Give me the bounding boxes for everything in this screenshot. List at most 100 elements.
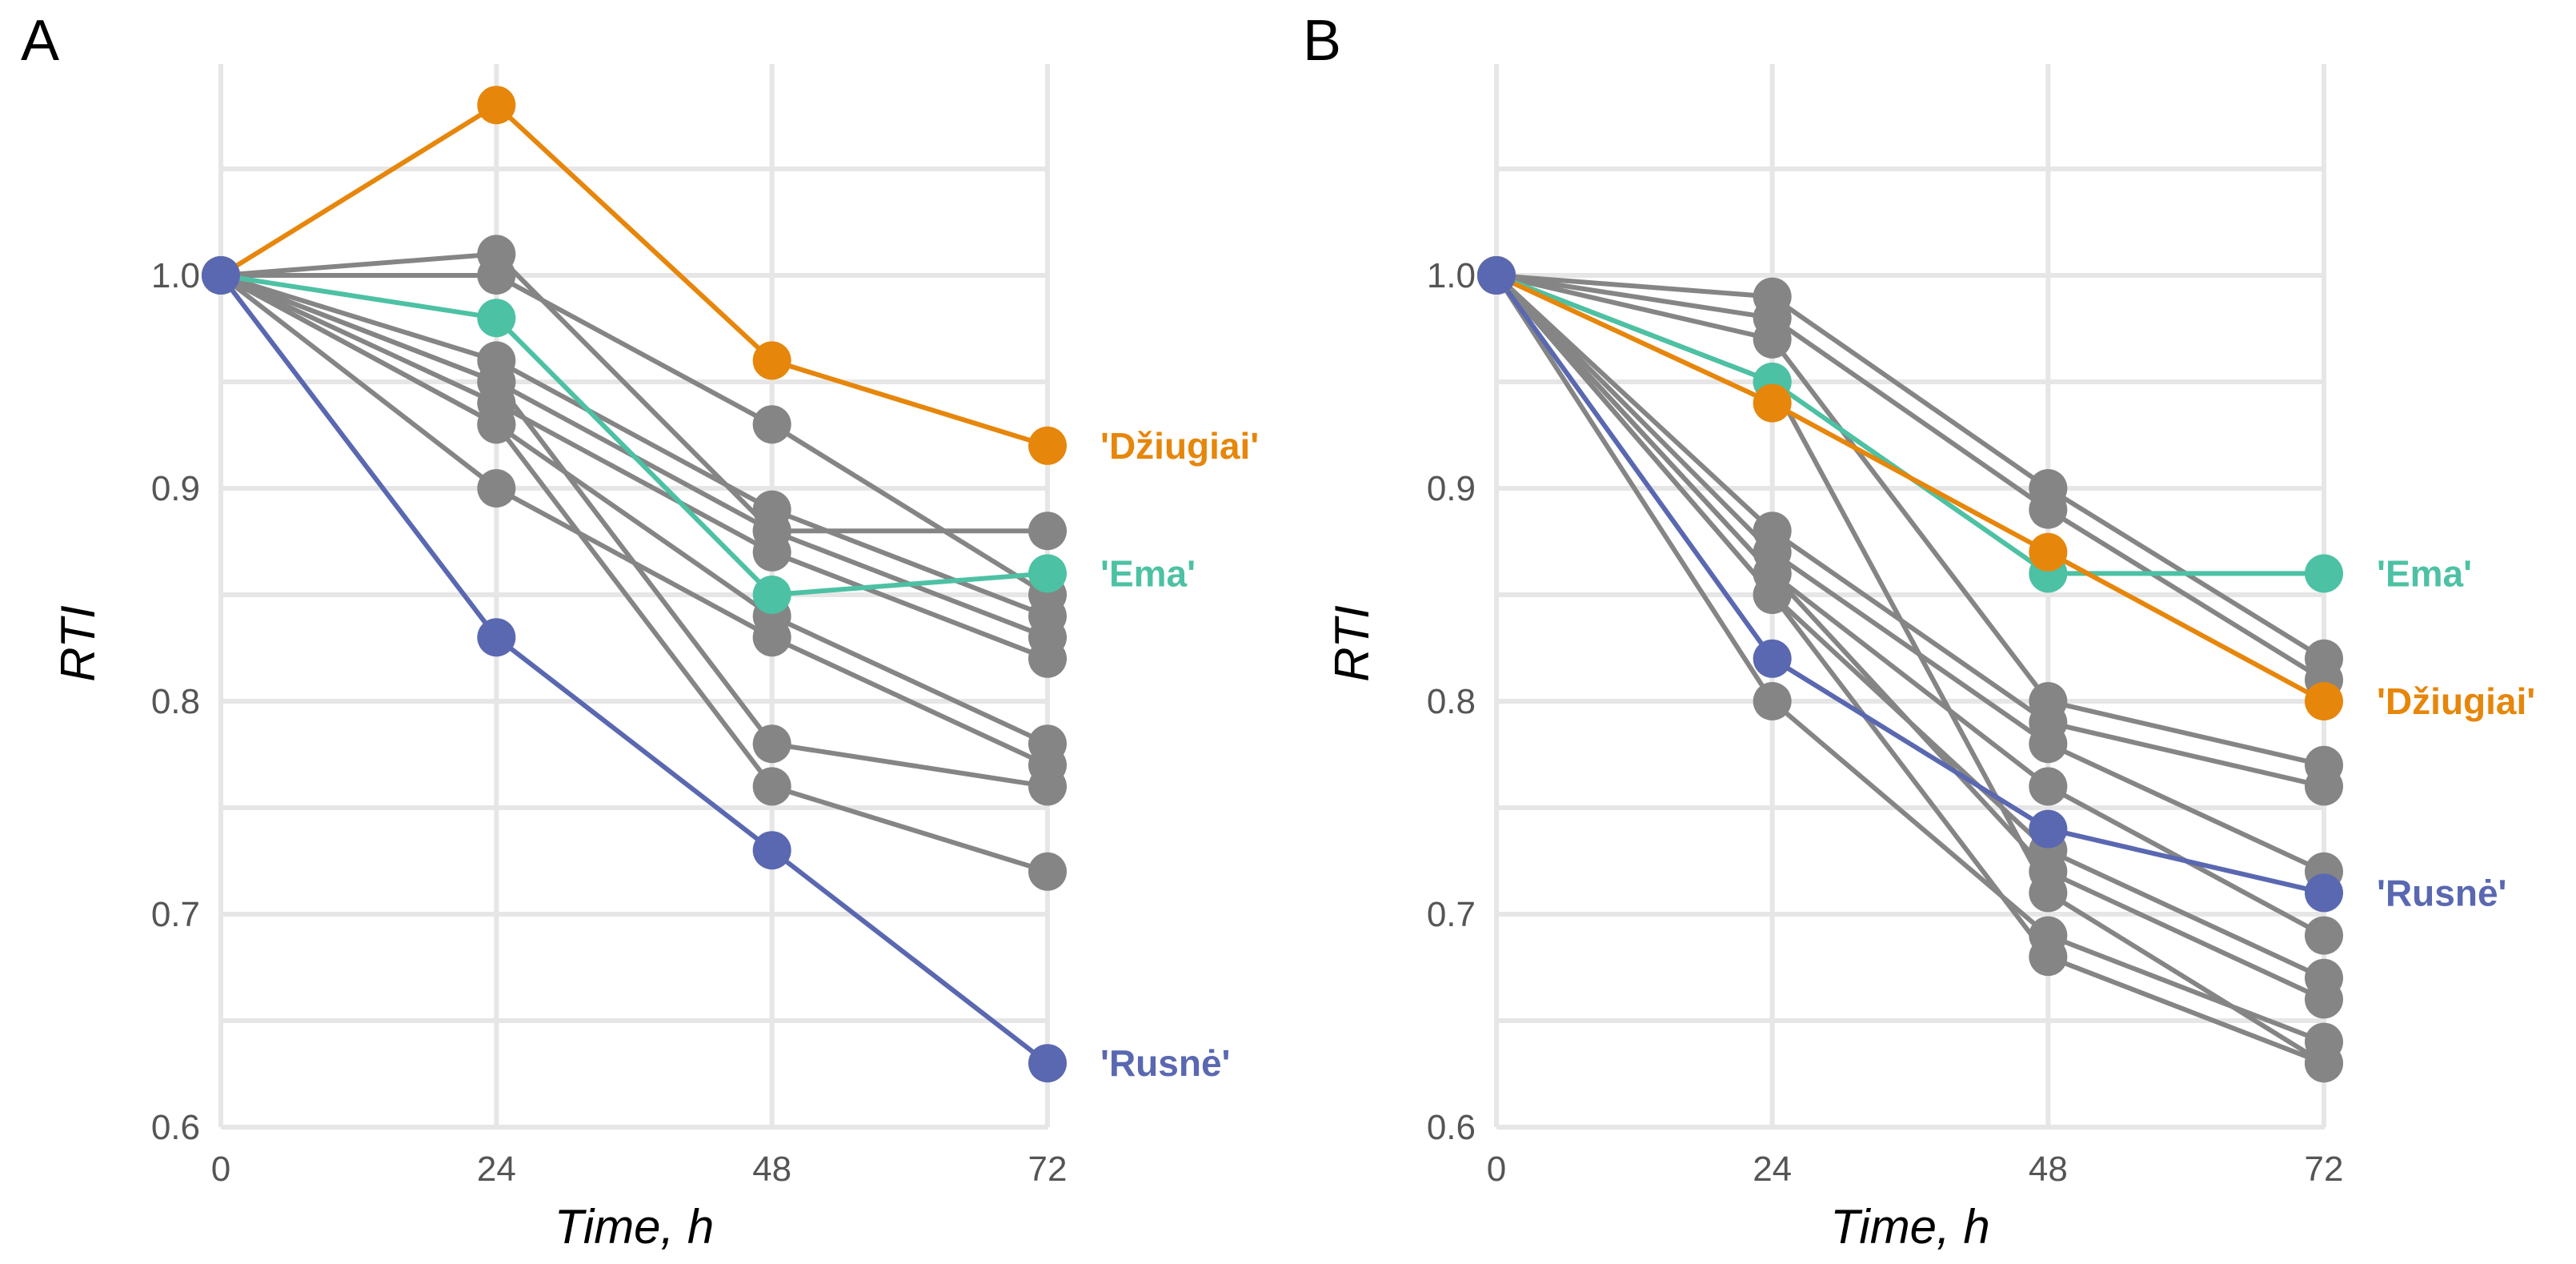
highlight-point xyxy=(477,618,516,657)
x-tick-label: 48 xyxy=(752,1150,791,1189)
panel-letter: A xyxy=(21,9,59,73)
highlight-point xyxy=(2029,532,2068,572)
data-point xyxy=(2305,1044,2343,1083)
panel-a: A 0.6 0.7 0.8 0.9 1.0 0 24 48 72 Time, h RTI 'Džiugi… xyxy=(21,9,1259,1254)
panel-letter: B xyxy=(1303,9,1341,73)
series-line xyxy=(220,273,1049,619)
y-axis-title: RTI xyxy=(1325,605,1379,682)
data-point xyxy=(752,767,791,806)
highlight-point xyxy=(477,299,516,338)
data-point xyxy=(1753,576,1792,614)
series-line xyxy=(1496,273,2326,682)
data-point xyxy=(2029,724,2068,764)
x-tick-label: 0 xyxy=(211,1150,230,1189)
highlight-point xyxy=(2305,554,2343,593)
highlight-label: 'Rusnė' xyxy=(1100,1042,1230,1084)
highlight-series-group: 'Ema' 'Džiugiai' 'Rusnė' xyxy=(1477,256,2535,913)
series-line xyxy=(220,251,1048,534)
x-axis-title: Time, h xyxy=(555,1200,715,1254)
y-tick-label: 0.7 xyxy=(151,895,200,934)
highlight-point xyxy=(1753,639,1792,678)
data-point xyxy=(1028,512,1067,551)
data-point xyxy=(752,618,791,657)
series-line xyxy=(1494,273,2326,874)
y-tick-label: 0.7 xyxy=(1427,895,1476,934)
highlight-point xyxy=(1028,426,1067,465)
highlight-point xyxy=(2305,873,2343,913)
series-line xyxy=(1494,273,2325,789)
series-line xyxy=(1496,273,2325,768)
series-line xyxy=(219,273,1048,789)
data-point xyxy=(2305,916,2343,955)
y-tick-label: 1.0 xyxy=(1427,256,1476,295)
highlight-label: 'Rusnė' xyxy=(2377,872,2506,913)
data-point xyxy=(2029,490,2068,529)
highlight-point xyxy=(752,576,791,614)
y-tick-label: 0.8 xyxy=(1427,682,1476,721)
data-point xyxy=(2029,873,2068,913)
data-point xyxy=(477,469,516,508)
data-point xyxy=(2305,767,2343,806)
gray-series-group xyxy=(202,235,1067,891)
series-line xyxy=(221,273,1049,597)
x-tick-label: 48 xyxy=(2029,1150,2068,1189)
series-line xyxy=(1494,274,2326,1045)
highlight-line xyxy=(1494,274,2325,896)
data-point xyxy=(2029,937,2068,977)
highlight-point xyxy=(1028,554,1067,593)
highlight-point xyxy=(752,341,791,380)
series-line xyxy=(1494,274,2326,1065)
highlight-point xyxy=(1028,1044,1067,1083)
x-tick-label: 24 xyxy=(477,1150,516,1189)
data-point xyxy=(2029,767,2068,806)
highlight-point xyxy=(477,86,516,125)
data-point xyxy=(477,405,516,444)
y-axis-title: RTI xyxy=(51,605,105,682)
series-line xyxy=(219,273,1048,874)
highlight-point xyxy=(752,831,791,870)
y-tick-label: 0.8 xyxy=(151,682,200,721)
highlight-point xyxy=(1753,383,1792,423)
gridlines xyxy=(1494,64,2326,1130)
panel-b: B 0.6 0.7 0.8 0.9 1.0 0 24 48 72 Time, h RTI 'Ema' 'D… xyxy=(1303,9,2535,1254)
x-axis-title: Time, h xyxy=(1830,1200,1990,1254)
highlight-point xyxy=(202,256,240,295)
highlight-line xyxy=(219,102,1048,448)
x-tick-label: 0 xyxy=(1487,1150,1506,1189)
data-point xyxy=(477,363,516,401)
highlight-point xyxy=(2305,682,2343,720)
y-tick-label: 0.9 xyxy=(151,469,200,508)
y-tick-label: 1.0 xyxy=(151,256,200,295)
x-tick-label: 72 xyxy=(1028,1150,1068,1189)
highlight-label: 'Ema' xyxy=(1100,552,1196,594)
series-line xyxy=(219,273,1049,661)
data-point xyxy=(752,724,791,764)
highlight-label: 'Džiugiai' xyxy=(1100,425,1259,467)
data-point xyxy=(752,405,791,444)
highlight-series-group: 'Džiugiai' 'Ema' 'Rusnė' xyxy=(202,86,1259,1084)
data-point xyxy=(1028,767,1067,806)
highlight-label: 'Džiugiai' xyxy=(2377,680,2535,722)
data-point xyxy=(2305,980,2343,1019)
highlight-point xyxy=(1477,256,1516,295)
y-tick-label: 0.6 xyxy=(151,1108,200,1147)
data-point xyxy=(1753,319,1792,359)
y-tick-label: 0.6 xyxy=(1427,1108,1476,1147)
x-tick-label: 24 xyxy=(1753,1150,1792,1189)
highlight-point xyxy=(2029,809,2068,849)
highlight-line xyxy=(1495,273,2326,704)
series-line xyxy=(1494,273,2326,1002)
data-point xyxy=(1028,852,1067,891)
x-tick-label: 72 xyxy=(2305,1150,2344,1189)
highlight-line xyxy=(218,274,1049,1065)
highlight-label: 'Ema' xyxy=(2377,552,2472,594)
data-point xyxy=(477,256,516,295)
data-point xyxy=(1753,682,1792,720)
series-line xyxy=(219,273,1049,746)
y-tick-label: 0.9 xyxy=(1427,469,1476,508)
highlight-line xyxy=(1495,273,2324,576)
highlight-line xyxy=(220,273,1048,597)
data-point xyxy=(1028,639,1067,678)
data-point xyxy=(752,532,791,572)
